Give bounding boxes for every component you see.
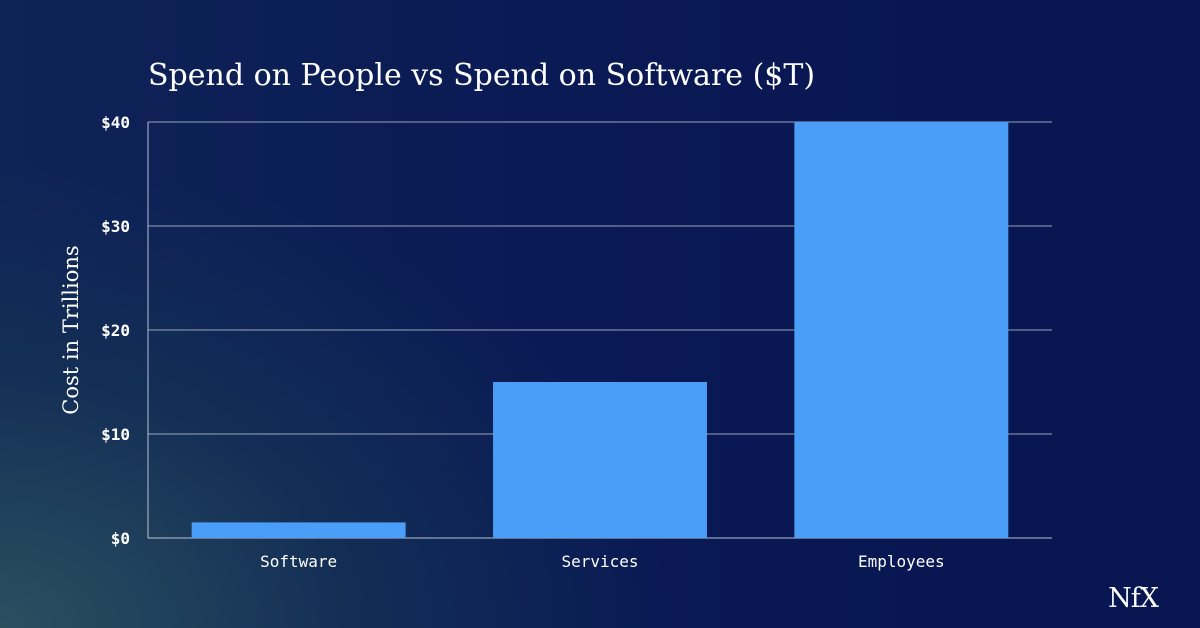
x-tick-label: Employees (858, 552, 945, 571)
bar-services (493, 382, 707, 538)
chart-title: Spend on People vs Spend on Software ($T… (148, 58, 816, 93)
y-axis-label: Cost in Trillions (59, 245, 83, 414)
bars (191, 122, 1009, 538)
bar-employees (794, 122, 1009, 538)
y-tick-label: $40 (101, 113, 130, 132)
x-tick-label: Services (561, 552, 638, 571)
bar-software (191, 522, 406, 538)
x-axis-tick-labels: Software Services Employees (260, 552, 945, 571)
y-tick-label: $0 (111, 529, 130, 548)
x-tick-label: Software (260, 552, 337, 571)
y-axis-tick-labels: $0 $10 $20 $30 $40 (101, 113, 130, 548)
y-tick-label: $20 (101, 321, 130, 340)
y-tick-label: $30 (101, 217, 130, 236)
y-tick-label: $10 (101, 425, 130, 444)
nfx-logo: NfX (1108, 583, 1159, 614)
